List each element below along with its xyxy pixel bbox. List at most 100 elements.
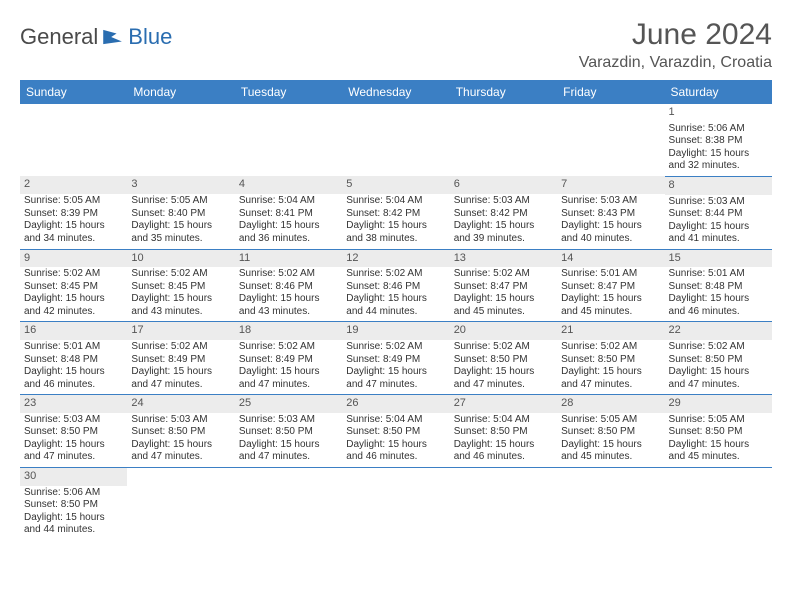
calendar-cell: 7Sunrise: 5:03 AMSunset: 8:43 PMDaylight… (557, 176, 664, 249)
sunset-line: Sunset: 8:47 PM (454, 281, 553, 294)
calendar-cell: 3Sunrise: 5:05 AMSunset: 8:40 PMDaylight… (127, 176, 234, 249)
sunset-line: Sunset: 8:47 PM (561, 281, 660, 294)
sunrise-line: Sunrise: 5:05 AM (669, 414, 768, 427)
daylight-line: Daylight: 15 hours and 45 minutes. (561, 439, 660, 464)
sunrise-line: Sunrise: 5:03 AM (561, 195, 660, 208)
sunset-line: Sunset: 8:50 PM (346, 426, 445, 439)
day-number: 27 (454, 397, 553, 411)
daylight-line: Daylight: 15 hours and 47 minutes. (131, 439, 230, 464)
sunset-line: Sunset: 8:49 PM (239, 354, 338, 367)
daylight-line: Daylight: 15 hours and 46 minutes. (669, 293, 768, 318)
calendar-cell: 1 Sunrise: 5:06 AMSunset: 8:38 PMDaylight… (665, 104, 772, 176)
daylight-line: Daylight: 15 hours and 39 minutes. (454, 220, 553, 245)
calendar-cell: 19Sunrise: 5:02 AMSunset: 8:49 PMDayligh… (342, 322, 449, 395)
day-number: 30 (24, 470, 123, 484)
sunrise-line: Sunrise: 5:04 AM (454, 414, 553, 427)
sunset-line: Sunset: 8:50 PM (239, 426, 338, 439)
calendar-table: SundayMondayTuesdayWednesdayThursdayFrid… (20, 80, 772, 540)
calendar-cell (342, 104, 449, 176)
calendar-cell: 15Sunrise: 5:01 AMSunset: 8:48 PMDayligh… (665, 249, 772, 322)
sunset-line: Sunset: 8:50 PM (669, 426, 768, 439)
calendar-cell: 8Sunrise: 5:03 AMSunset: 8:44 PMDaylight… (665, 176, 772, 249)
sunrise-line: Sunrise: 5:05 AM (24, 195, 123, 208)
daylight-line: Daylight: 15 hours and 38 minutes. (346, 220, 445, 245)
calendar-cell (342, 467, 449, 539)
sunrise-line: Sunrise: 5:02 AM (346, 268, 445, 281)
day-header: Saturday (665, 80, 772, 104)
day-number: 28 (561, 397, 660, 411)
calendar-row: 9Sunrise: 5:02 AMSunset: 8:45 PMDaylight… (20, 249, 772, 322)
sunset-line: Sunset: 8:46 PM (346, 281, 445, 294)
daylight-line: Daylight: 15 hours and 47 minutes. (239, 366, 338, 391)
daylight-line: Daylight: 15 hours and 41 minutes. (669, 221, 768, 246)
day-number: 5 (346, 178, 445, 192)
daylight-line: Daylight: 15 hours and 46 minutes. (24, 366, 123, 391)
calendar-row: 1 Sunrise: 5:06 AMSunset: 8:38 PMDaylight… (20, 104, 772, 176)
daylight-line: Daylight: 15 hours and 46 minutes. (346, 439, 445, 464)
sunset-line: Sunset: 8:41 PM (239, 208, 338, 221)
day-number: 24 (131, 397, 230, 411)
title-block: June 2024 Varazdin, Varazdin, Croatia (579, 18, 772, 72)
sunrise-line: Sunrise: 5:04 AM (346, 414, 445, 427)
day-number: 8 (669, 179, 768, 193)
daylight-line: Daylight: 15 hours and 45 minutes. (561, 293, 660, 318)
location-text: Varazdin, Varazdin, Croatia (579, 54, 772, 72)
calendar-cell: 16Sunrise: 5:01 AMSunset: 8:48 PMDayligh… (20, 322, 127, 395)
sunset-line: Sunset: 8:48 PM (24, 354, 123, 367)
calendar-body: 1Sunrise: 5:06 AMSunset: 8:38 PMDaylight… (20, 104, 772, 540)
day-number: 3 (131, 178, 230, 192)
page-title: June 2024 (579, 18, 772, 52)
sunset-line: Sunset: 8:45 PM (24, 281, 123, 294)
calendar-cell: 27Sunrise: 5:04 AMSunset: 8:50 PMDayligh… (450, 395, 557, 468)
sunset-line: Sunset: 8:38 PM (669, 135, 768, 148)
daylight-line: Daylight: 15 hours and 44 minutes. (346, 293, 445, 318)
calendar-cell (450, 467, 557, 539)
sunset-line: Sunset: 8:39 PM (24, 208, 123, 221)
daylight-line: Daylight: 15 hours and 44 minutes. (24, 512, 123, 537)
daylight-line: Daylight: 15 hours and 47 minutes. (561, 366, 660, 391)
daylight-line: Daylight: 15 hours and 43 minutes. (131, 293, 230, 318)
sunset-line: Sunset: 8:46 PM (239, 281, 338, 294)
calendar-cell: 23Sunrise: 5:03 AMSunset: 8:50 PMDayligh… (20, 395, 127, 468)
daylight-line: Daylight: 15 hours and 32 minutes. (669, 148, 768, 173)
sunrise-line: Sunrise: 5:01 AM (669, 268, 768, 281)
day-number: 16 (24, 324, 123, 338)
sunrise-line: Sunrise: 5:03 AM (454, 195, 553, 208)
calendar-cell: 24Sunrise: 5:03 AMSunset: 8:50 PMDayligh… (127, 395, 234, 468)
calendar-cell: 9Sunrise: 5:02 AMSunset: 8:45 PMDaylight… (20, 249, 127, 322)
day-number: 29 (669, 397, 768, 411)
calendar-cell (127, 104, 234, 176)
day-number: 14 (561, 252, 660, 266)
logo-text-general: General (20, 24, 98, 50)
sunset-line: Sunset: 8:50 PM (131, 426, 230, 439)
daylight-line: Daylight: 15 hours and 45 minutes. (454, 293, 553, 318)
day-number: 17 (131, 324, 230, 338)
sunrise-line: Sunrise: 5:06 AM (669, 123, 768, 136)
calendar-cell: 18Sunrise: 5:02 AMSunset: 8:49 PMDayligh… (235, 322, 342, 395)
calendar-cell: 5 Sunrise: 5:04 AMSunset: 8:42 PMDaylight… (342, 176, 449, 249)
sunset-line: Sunset: 8:50 PM (454, 354, 553, 367)
sunrise-line: Sunrise: 5:02 AM (561, 341, 660, 354)
sunset-line: Sunset: 8:42 PM (346, 208, 445, 221)
day-header: Sunday (20, 80, 127, 104)
sunset-line: Sunset: 8:49 PM (346, 354, 445, 367)
day-number: 21 (561, 324, 660, 338)
calendar-cell (557, 104, 664, 176)
sunset-line: Sunset: 8:50 PM (669, 354, 768, 367)
calendar-cell (20, 104, 127, 176)
sunset-line: Sunset: 8:43 PM (561, 208, 660, 221)
sunrise-line: Sunrise: 5:04 AM (346, 195, 445, 208)
sunrise-line: Sunrise: 5:05 AM (561, 414, 660, 427)
calendar-cell: 4Sunrise: 5:04 AMSunset: 8:41 PMDaylight… (235, 176, 342, 249)
sunset-line: Sunset: 8:50 PM (24, 499, 123, 512)
header: General Blue June 2024 Varazdin, Varazdi… (20, 18, 772, 72)
day-number: 2 (24, 178, 123, 192)
calendar-cell: 26Sunrise: 5:04 AMSunset: 8:50 PMDayligh… (342, 395, 449, 468)
day-header: Friday (557, 80, 664, 104)
calendar-cell: 2Sunrise: 5:05 AMSunset: 8:39 PMDaylight… (20, 176, 127, 249)
sunrise-line: Sunrise: 5:02 AM (346, 341, 445, 354)
day-number: 1 (669, 106, 768, 120)
sunrise-line: Sunrise: 5:02 AM (454, 341, 553, 354)
day-number: 23 (24, 397, 123, 411)
calendar-row: 16Sunrise: 5:01 AMSunset: 8:48 PMDayligh… (20, 322, 772, 395)
